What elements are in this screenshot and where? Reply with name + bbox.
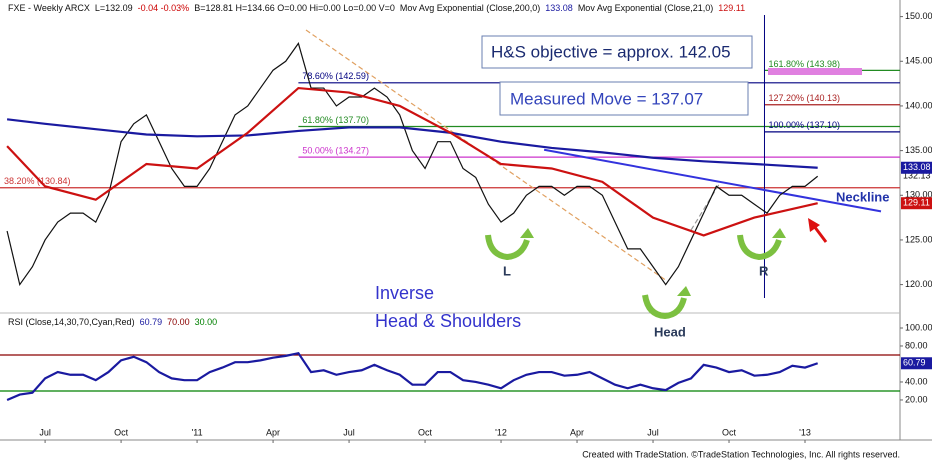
header-item: 129.11 (718, 3, 745, 13)
y-tick-label: 40.00 (905, 376, 928, 386)
footer: Created with TradeStation. ©TradeStation… (582, 449, 900, 459)
red-arrow (808, 218, 828, 243)
x-tick-label: Jul (647, 427, 659, 437)
arrows (485, 234, 782, 320)
annotation-box (481, 35, 753, 69)
level-label: 78.60% (142.59) (302, 71, 369, 81)
last-value-label: 129.11 (903, 198, 930, 208)
x-tick-label: Oct (418, 427, 433, 437)
x-tick-label: Oct (722, 427, 737, 437)
annotation: Head & Shoulders (375, 311, 521, 331)
header-item: 60.79 (140, 317, 163, 327)
last-value-box (901, 161, 932, 174)
header-item: Mov Avg Exponential (Close,200,0) (400, 3, 540, 13)
arc-arrow (642, 294, 687, 320)
x-tick-label: Jul (39, 427, 51, 437)
header-item: RSI (Close,14,30,70,Cyan,Red) (8, 317, 135, 327)
level-label: 61.80% (137.70) (302, 115, 369, 125)
x-tick-label: '12 (495, 427, 507, 437)
arc-arrow (737, 234, 782, 261)
header-item: 133.08 (545, 3, 573, 13)
trend-line-label: Neckline (836, 189, 889, 204)
arrow-head (677, 286, 691, 296)
y-tick-label: 100.00 (905, 322, 932, 332)
y-tick-label: 135.00 (905, 145, 932, 155)
x-tick-label: Apr (266, 427, 280, 437)
arrow-head (808, 218, 820, 232)
annotation: R (759, 263, 769, 278)
header-item: 70.00 (167, 317, 190, 327)
arrow-head (772, 228, 786, 238)
x-tick-label: Jul (343, 427, 355, 437)
series-line (6, 42, 819, 287)
arc-arrow (485, 234, 530, 261)
y-tick-label: 130.00 (905, 190, 932, 200)
y-tick-label: 140.00 (905, 100, 932, 110)
level-label: 127.20% (140.13) (768, 93, 840, 103)
level-label: 161.80% (143.98) (768, 59, 840, 69)
header-item: Mov Avg Exponential (Close,21,0) (578, 3, 713, 13)
arrow-heads (520, 228, 786, 296)
arrow-shaft (812, 225, 828, 243)
header-item: L=132.09 (95, 3, 133, 13)
y-tick-label: 125.00 (905, 234, 932, 244)
x-tick-label: '11 (192, 427, 203, 437)
y-tick-label: 120.00 (905, 279, 932, 289)
panel-header: FXE - Weekly ARCX L=132.09 -0.04 -0.03% B=1… (8, 3, 745, 13)
level-label: 50.00% (134.27) (302, 146, 369, 156)
annotation: Measured Move = 137.07 (510, 89, 703, 108)
x-tick-label: Oct (114, 427, 129, 437)
y-tick-label: 20.00 (905, 394, 928, 404)
annotation: Head (654, 324, 686, 339)
y-tick-label: 150.00 (905, 11, 932, 21)
last-value-label: 60.79 (903, 358, 926, 368)
series-line (6, 351, 819, 401)
annotation: Inverse (375, 283, 434, 303)
annotation-box (499, 81, 749, 116)
x-tick-label: '13 (799, 427, 811, 437)
series-line (6, 86, 818, 237)
trend-line (543, 148, 882, 213)
last-value-box (901, 197, 932, 210)
y-tick-label: 80.00 (905, 340, 928, 350)
last-value-label: 132.13 (903, 171, 931, 181)
series-line (6, 118, 818, 169)
y-tick-label: 145.00 (905, 56, 932, 66)
header-item: 30.00 (195, 317, 218, 327)
highlight (768, 68, 862, 75)
header-item: FXE - Weekly ARCX (8, 3, 90, 13)
header-item: -0.04 -0.03% (138, 3, 190, 13)
panel-header: RSI (Close,14,30,70,Cyan,Red) 60.79 70.00 3… (8, 317, 217, 327)
header-item: B=128.81 H=134.66 O=0.00 Hi=0.00 Lo=0.00… (194, 3, 395, 13)
level-label: 38.20% (130.84) (4, 176, 71, 186)
arrow-head (520, 228, 534, 238)
level-label: 100.00% (137.10) (768, 120, 840, 130)
last-value-label: 133.08 (903, 162, 931, 172)
annotation: H&S objective = approx. 142.05 (491, 42, 731, 61)
last-value-box (901, 357, 932, 370)
x-tick-label: Apr (570, 427, 584, 437)
annotation: L (503, 263, 511, 278)
